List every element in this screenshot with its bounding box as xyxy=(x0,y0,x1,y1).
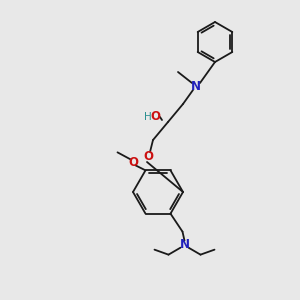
Text: N: N xyxy=(191,80,201,92)
Text: O: O xyxy=(128,156,139,169)
Text: O: O xyxy=(150,110,160,124)
Text: N: N xyxy=(179,238,190,251)
Text: O: O xyxy=(143,151,153,164)
Text: H: H xyxy=(144,112,152,122)
